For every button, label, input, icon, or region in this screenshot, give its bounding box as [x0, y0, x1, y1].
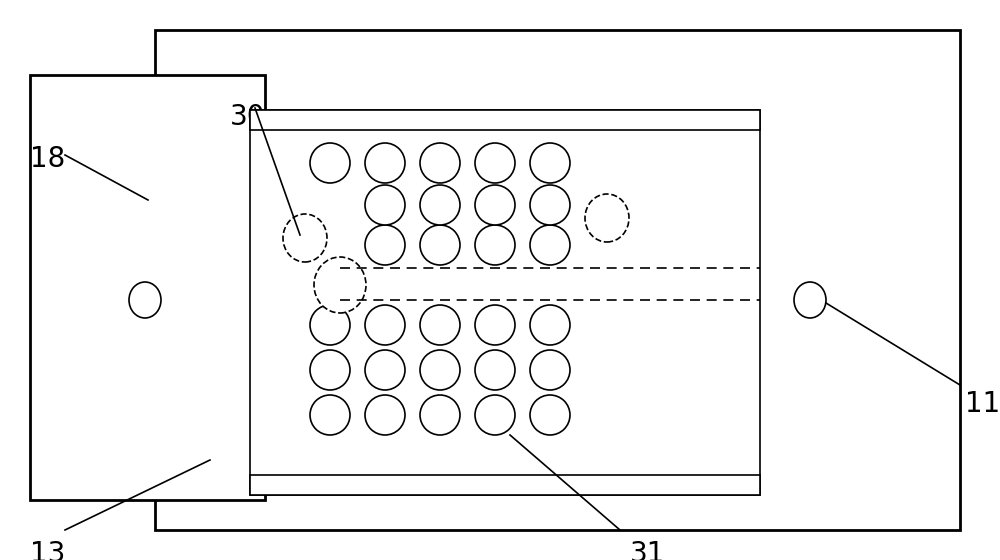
Text: 13: 13: [30, 540, 65, 560]
Ellipse shape: [794, 282, 826, 318]
Bar: [250, 475, 760, 495]
Ellipse shape: [530, 350, 570, 390]
Ellipse shape: [365, 395, 405, 435]
Ellipse shape: [129, 282, 161, 318]
Ellipse shape: [475, 395, 515, 435]
Ellipse shape: [475, 143, 515, 183]
Ellipse shape: [365, 143, 405, 183]
Ellipse shape: [420, 395, 460, 435]
Ellipse shape: [310, 143, 350, 183]
Ellipse shape: [585, 194, 629, 242]
Ellipse shape: [420, 305, 460, 345]
Ellipse shape: [365, 185, 405, 225]
Ellipse shape: [420, 185, 460, 225]
Ellipse shape: [420, 350, 460, 390]
Ellipse shape: [310, 305, 350, 345]
Bar: [30, 75, 265, 500]
Ellipse shape: [530, 305, 570, 345]
Ellipse shape: [310, 395, 350, 435]
Ellipse shape: [420, 225, 460, 265]
Ellipse shape: [420, 143, 460, 183]
Ellipse shape: [530, 185, 570, 225]
Ellipse shape: [365, 350, 405, 390]
Ellipse shape: [283, 214, 327, 262]
Text: 30: 30: [230, 103, 266, 131]
Ellipse shape: [310, 350, 350, 390]
Ellipse shape: [530, 225, 570, 265]
Ellipse shape: [365, 225, 405, 265]
Text: 31: 31: [630, 540, 665, 560]
Ellipse shape: [475, 350, 515, 390]
Ellipse shape: [475, 305, 515, 345]
Ellipse shape: [365, 305, 405, 345]
Ellipse shape: [475, 225, 515, 265]
Text: 18: 18: [30, 145, 65, 173]
Bar: [250, 110, 760, 130]
Ellipse shape: [530, 143, 570, 183]
Bar: [250, 110, 760, 495]
Ellipse shape: [530, 395, 570, 435]
Ellipse shape: [314, 257, 366, 313]
Ellipse shape: [475, 185, 515, 225]
Text: 11: 11: [965, 390, 1000, 418]
Bar: [155, 30, 960, 530]
